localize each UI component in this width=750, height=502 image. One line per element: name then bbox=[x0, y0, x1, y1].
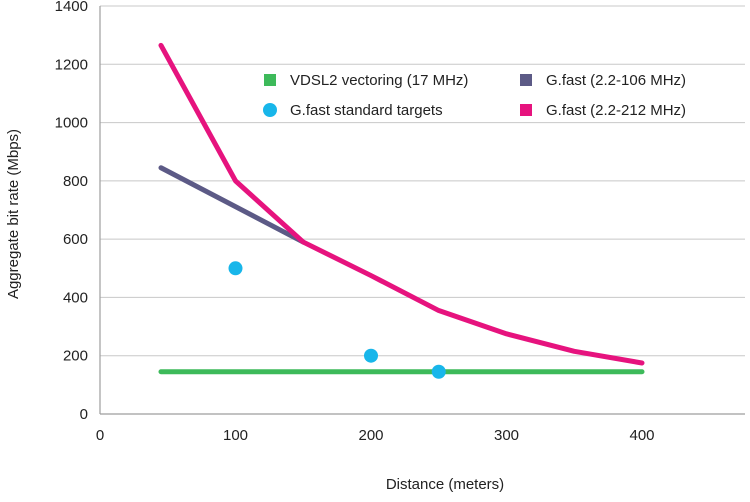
data-point bbox=[228, 261, 243, 276]
x-tick-label: 200 bbox=[358, 427, 383, 444]
series-line-1 bbox=[158, 165, 306, 245]
x-tick-label: 400 bbox=[629, 427, 654, 444]
y-tick-label: 600 bbox=[63, 231, 88, 248]
legend-marker bbox=[263, 103, 277, 117]
y-axis-title: Aggregate bit rate (Mbps) bbox=[5, 129, 22, 299]
series-layer bbox=[158, 42, 645, 379]
y-tick-label: 800 bbox=[63, 173, 88, 190]
y-tick-label: 1000 bbox=[55, 115, 88, 132]
legend-marker bbox=[520, 104, 532, 116]
y-tick-label: 0 bbox=[80, 406, 88, 423]
y-tick-label: 400 bbox=[63, 289, 88, 306]
x-tick-label: 300 bbox=[494, 427, 519, 444]
x-axis-title: Distance (meters) bbox=[386, 476, 504, 493]
gridlines bbox=[100, 5, 745, 357]
legend-marker bbox=[520, 74, 532, 86]
data-point bbox=[364, 348, 378, 363]
y-tick-label: 1400 bbox=[55, 0, 88, 15]
legend-marker bbox=[264, 74, 276, 86]
data-point bbox=[431, 364, 446, 379]
legend-label: G.fast standard targets bbox=[290, 102, 443, 119]
tick-labels: 0 200 400 600 800 1000 1200 1400 0 100 200 300 400 bbox=[55, 0, 655, 444]
x-tick-label: 100 bbox=[223, 427, 248, 444]
y-tick-label: 1200 bbox=[55, 56, 88, 73]
series-line-2 bbox=[158, 42, 645, 366]
legend: VDSL2 vectoring (17 MHz) G.fast (2.2-106 … bbox=[263, 72, 686, 119]
legend-label: VDSL2 vectoring (17 MHz) bbox=[290, 72, 468, 89]
x-tick-label: 0 bbox=[96, 427, 104, 444]
legend-label: G.fast (2.2-212 MHz) bbox=[546, 102, 686, 119]
axes bbox=[99, 6, 745, 415]
y-tick-label: 200 bbox=[63, 348, 88, 365]
legend-label: G.fast (2.2-106 MHz) bbox=[546, 72, 686, 89]
